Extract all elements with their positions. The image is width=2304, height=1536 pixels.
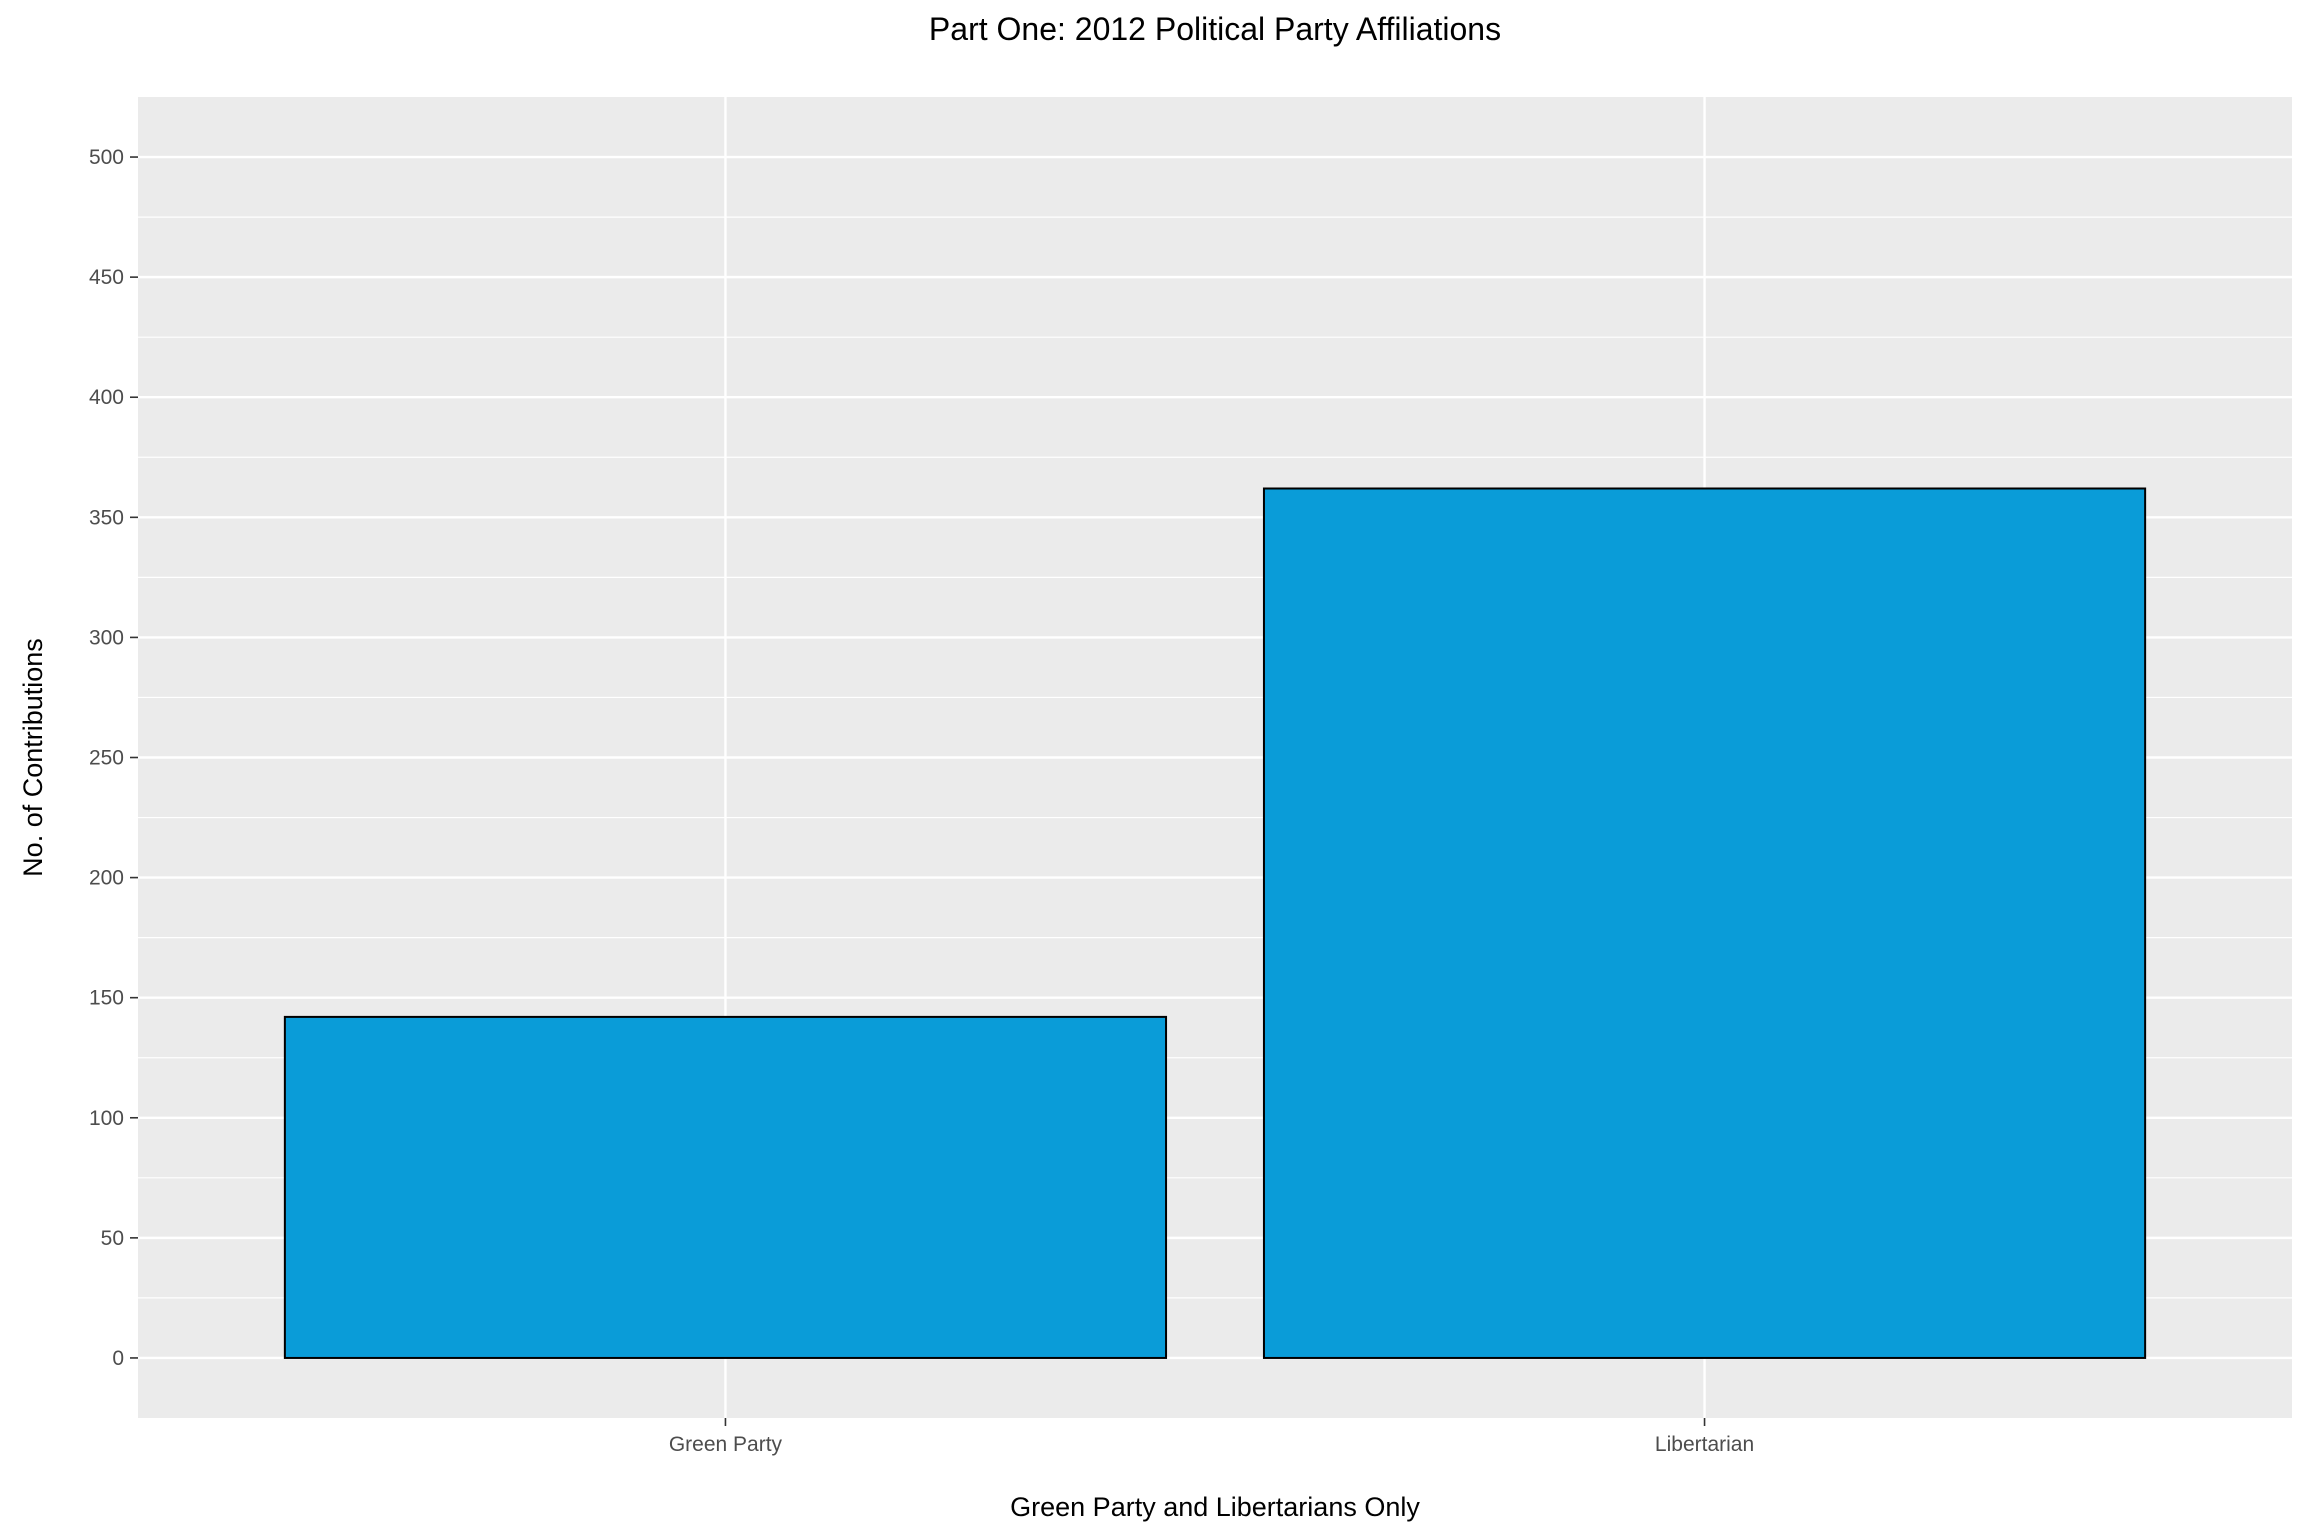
y-tick-label: 50: [101, 1227, 124, 1250]
chart-title: Part One: 2012 Political Party Affiliati…: [929, 11, 1501, 47]
bars: [283, 487, 2147, 1359]
y-tick-label: 450: [89, 266, 124, 289]
x-axis: Green Party Libertarian: [669, 1418, 1754, 1456]
y-tick-label: 200: [89, 867, 124, 890]
y-tick-label: 400: [89, 386, 124, 409]
bar-green-party: [283, 1015, 1168, 1359]
y-axis-title: No. of Contributions: [18, 638, 48, 877]
x-axis-title: Green Party and Libertarians Only: [1010, 1492, 1420, 1522]
y-tick-label: 250: [89, 747, 124, 770]
y-tick-label: 100: [89, 1107, 124, 1130]
y-tick-label: 500: [89, 146, 124, 169]
bar-libertarian: [1262, 487, 2147, 1359]
y-tick-label: 350: [89, 506, 124, 529]
y-axis: 0 50 100 150 200 250 300 350 400 450 500: [89, 146, 138, 1370]
y-tick-label: 300: [89, 626, 124, 649]
x-tick-label: Green Party: [669, 1433, 783, 1456]
x-tick-label: Libertarian: [1655, 1433, 1754, 1456]
y-tick-label: 150: [89, 987, 124, 1010]
y-tick-label: 0: [112, 1347, 124, 1370]
